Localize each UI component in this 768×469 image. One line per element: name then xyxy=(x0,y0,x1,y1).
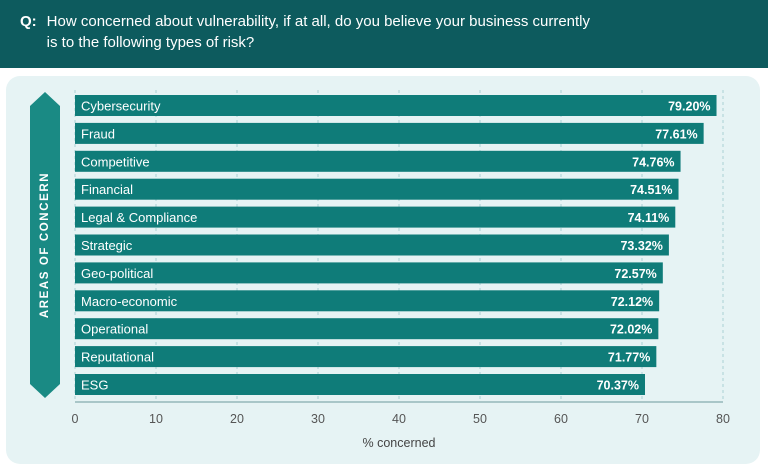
bar-value-label-2: 74.76% xyxy=(632,155,674,169)
bar-category-label-2: Competitive xyxy=(81,154,150,169)
bar-9 xyxy=(75,346,657,368)
bar-value-label-8: 72.02% xyxy=(610,323,652,337)
bar-category-label-6: Geo-political xyxy=(81,266,153,281)
bar-value-label-6: 72.57% xyxy=(614,267,656,281)
bar-value-label-7: 72.12% xyxy=(611,295,653,309)
bar-category-label-10: ESG xyxy=(81,378,108,393)
bar-value-label-10: 70.37% xyxy=(597,379,639,393)
bar-category-label-4: Legal & Compliance xyxy=(81,210,197,225)
x-axis-title: % concerned xyxy=(363,436,436,450)
question-header: Q: How concerned about vulnerability, if… xyxy=(0,0,768,68)
bar-0 xyxy=(75,95,717,116)
bar-category-label-9: Reputational xyxy=(81,350,154,365)
bar-2 xyxy=(75,150,681,172)
question-text-line2: is to the following types of risk? xyxy=(46,34,255,51)
x-tick-label-3: 30 xyxy=(311,412,325,426)
x-tick-label-0: 0 xyxy=(72,412,79,426)
side-arrow-shape xyxy=(30,92,60,398)
bar-category-label-1: Fraud xyxy=(81,126,115,141)
bar-value-label-3: 74.51% xyxy=(630,183,672,197)
x-tick-label-6: 60 xyxy=(554,412,568,426)
bar-7 xyxy=(75,290,660,312)
bar-8 xyxy=(75,318,659,340)
bar-category-label-8: Operational xyxy=(81,322,148,337)
bar-value-label-1: 77.61% xyxy=(655,127,697,141)
bar-value-label-4: 74.11% xyxy=(628,211,670,225)
question-prefix: Q: xyxy=(20,13,37,30)
bar-4 xyxy=(75,206,676,228)
bar-value-label-9: 71.77% xyxy=(608,351,650,365)
bar-3 xyxy=(75,178,679,200)
bar-category-label-3: Financial xyxy=(81,182,133,197)
bar-6 xyxy=(75,262,663,284)
bar-10 xyxy=(75,374,645,395)
x-tick-label-7: 70 xyxy=(635,412,649,426)
bar-5 xyxy=(75,234,669,256)
question-text-line1: How concerned about vulnerability, if at… xyxy=(46,13,591,30)
x-tick-label-5: 50 xyxy=(473,412,487,426)
x-tick-label-8: 80 xyxy=(716,412,730,426)
bar-category-label-5: Strategic xyxy=(81,238,133,253)
x-tick-label-2: 20 xyxy=(230,412,244,426)
bar-1 xyxy=(75,122,704,144)
bar-value-label-5: 73.32% xyxy=(620,239,662,253)
bar-category-label-0: Cybersecurity xyxy=(81,99,161,114)
x-tick-label-4: 40 xyxy=(392,412,406,426)
bar-value-label-0: 79.20% xyxy=(668,100,710,114)
bar-category-label-7: Macro-economic xyxy=(81,294,178,309)
x-tick-label-1: 10 xyxy=(149,412,163,426)
